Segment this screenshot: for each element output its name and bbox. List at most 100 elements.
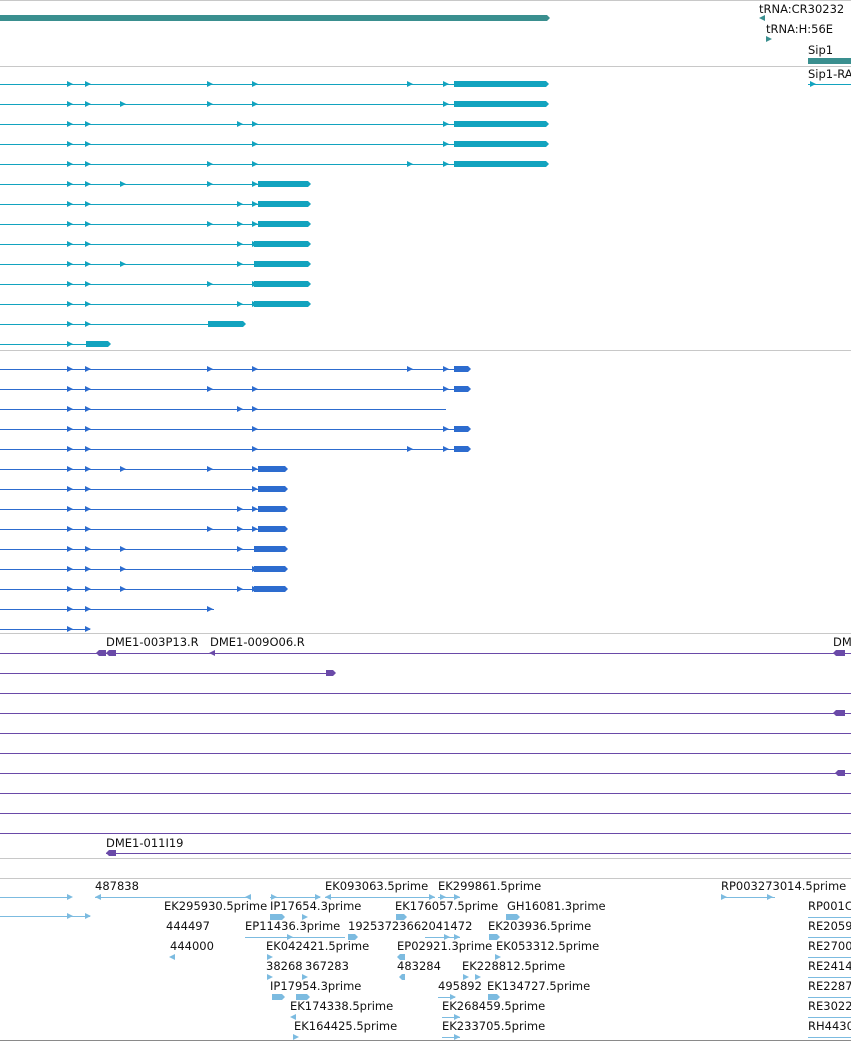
clone-dme1-009o06-label[interactable]: DME1-009O06.R xyxy=(210,635,305,649)
strand-arrow-right xyxy=(407,446,413,452)
alignment-block xyxy=(258,466,288,472)
strand-arrow-right xyxy=(443,141,449,147)
sip1-gene-label[interactable]: Sip1 xyxy=(808,43,834,57)
strand-arrow-right xyxy=(454,934,460,940)
est-label[interactable]: GH16081.3prime xyxy=(507,899,606,913)
est-label[interactable]: EK268459.5prime xyxy=(442,999,546,1013)
clone-dme1-011i19-label[interactable]: DME1-011I19 xyxy=(106,836,184,850)
strand-arrow-right xyxy=(85,301,91,307)
est-label[interactable]: EK299861.5prime xyxy=(438,879,542,893)
alignment-block xyxy=(454,426,471,432)
est-label[interactable]: 367283 xyxy=(305,959,349,973)
trna-cr30232-glyph xyxy=(759,15,765,21)
est-label[interactable]: EK203936.5prime xyxy=(488,919,592,933)
strand-arrow-right xyxy=(85,281,91,287)
strand-arrow-right xyxy=(252,486,258,492)
strand-arrow-right xyxy=(67,566,73,572)
sip1-ra-transcript-label[interactable]: Sip1-RA xyxy=(808,67,851,81)
strand-arrow-right xyxy=(443,101,449,107)
strand-arrow-right xyxy=(252,221,258,227)
clone-end-marker xyxy=(835,770,845,776)
strand-arrow-right xyxy=(85,261,91,267)
strand-arrow-right xyxy=(207,526,213,532)
est-label[interactable]: IP17654.3prime xyxy=(270,899,362,913)
est-label[interactable]: EK233705.5prime xyxy=(442,1019,546,1033)
strand-arrow-right xyxy=(237,301,243,307)
strand-arrow-right xyxy=(302,974,308,980)
trna-h56e-label[interactable]: tRNA:H:56E xyxy=(766,22,834,36)
clone-dme1-edge-label[interactable]: DM xyxy=(833,635,851,649)
est-label[interactable]: EK176057.5prime xyxy=(395,899,499,913)
est-label[interactable]: RP003273014.5prime xyxy=(721,879,847,893)
est-label[interactable]: RE3022 xyxy=(808,999,851,1013)
est-label[interactable]: EK174338.5prime xyxy=(290,999,394,1013)
est-label[interactable]: RE2414 xyxy=(808,959,851,973)
strand-arrow-right xyxy=(252,101,258,107)
strand-arrow-right xyxy=(252,366,258,372)
strand-arrow-right xyxy=(207,81,213,87)
cdna-exon xyxy=(254,241,311,247)
est-label[interactable]: 444497 xyxy=(166,919,210,933)
strand-arrow-right xyxy=(85,101,91,107)
est-label[interactable]: EP11436.3prime xyxy=(245,919,341,933)
strand-arrow-right xyxy=(293,1034,299,1040)
est-label[interactable]: 19253723662041472 xyxy=(348,919,473,933)
strand-arrow-right xyxy=(252,426,258,432)
est-block xyxy=(488,994,500,1000)
strand-arrow-right xyxy=(454,1034,460,1040)
strand-arrow-right xyxy=(67,626,73,632)
est-label[interactable]: 444000 xyxy=(170,939,214,953)
est-label[interactable]: IP17954.3prime xyxy=(270,979,362,993)
est-label[interactable]: RP001C xyxy=(808,899,851,913)
strand-arrow-right xyxy=(207,161,213,167)
strand-arrow-right xyxy=(120,566,126,572)
alignment-block xyxy=(454,386,471,392)
est-label[interactable]: RE2700 xyxy=(808,939,851,953)
est-label[interactable]: 487838 xyxy=(95,879,139,893)
alignment-block xyxy=(258,526,288,532)
strand-arrow-right xyxy=(252,466,258,472)
clone-dme1-003p13-label[interactable]: DME1-003P13.R xyxy=(106,635,199,649)
strand-arrow-right xyxy=(67,606,73,612)
strand-arrow-left xyxy=(245,894,251,900)
strand-arrow-right xyxy=(85,466,91,472)
strand-arrow-right xyxy=(267,954,273,960)
cdna-exon xyxy=(86,341,111,347)
est-label[interactable]: EK164425.5prime xyxy=(294,1019,398,1033)
strand-arrow-right xyxy=(767,894,773,900)
alignment-block xyxy=(454,446,471,452)
cdna-exon xyxy=(454,141,549,147)
strand-arrow-right xyxy=(120,101,126,107)
trna-cr30232-label[interactable]: tRNA:CR30232 xyxy=(759,2,845,16)
est-label[interactable]: EK042421.5prime xyxy=(266,939,370,953)
clone-end-marker xyxy=(106,650,116,656)
est-label[interactable]: 483284 xyxy=(397,959,441,973)
est-label[interactable]: 38268 xyxy=(266,959,303,973)
est-label[interactable]: EP02921.3prime xyxy=(397,939,493,953)
est-block xyxy=(396,914,407,920)
strand-arrow-right xyxy=(85,506,91,512)
est-label[interactable]: EK053312.5prime xyxy=(496,939,600,953)
est-label[interactable]: EK228812.5prime xyxy=(462,959,566,973)
est-label[interactable]: EK093063.5prime xyxy=(325,879,429,893)
alignment-block xyxy=(258,506,288,512)
strand-arrow-right xyxy=(454,1014,460,1020)
strand-arrow-right xyxy=(85,913,91,919)
strand-arrow-right xyxy=(67,894,73,900)
strand-arrow-right xyxy=(252,121,258,127)
est-label[interactable]: EK134727.5prime xyxy=(487,979,591,993)
strand-arrow-right xyxy=(475,974,481,980)
est-label[interactable]: RE2287 xyxy=(808,979,851,993)
est-label[interactable]: 495892 xyxy=(438,979,482,993)
est-label[interactable]: RE2059 xyxy=(808,919,851,933)
strand-arrow-right xyxy=(271,894,277,900)
strand-arrow-right xyxy=(67,426,73,432)
est-block xyxy=(489,934,500,940)
strand-arrow-right xyxy=(444,934,450,940)
est-label[interactable]: EK295930.5prime xyxy=(164,899,268,913)
est-label[interactable]: RH4430 xyxy=(808,1019,851,1033)
strand-arrow-right xyxy=(252,406,258,412)
strand-arrow-right xyxy=(252,161,258,167)
strand-arrow-right xyxy=(237,241,243,247)
